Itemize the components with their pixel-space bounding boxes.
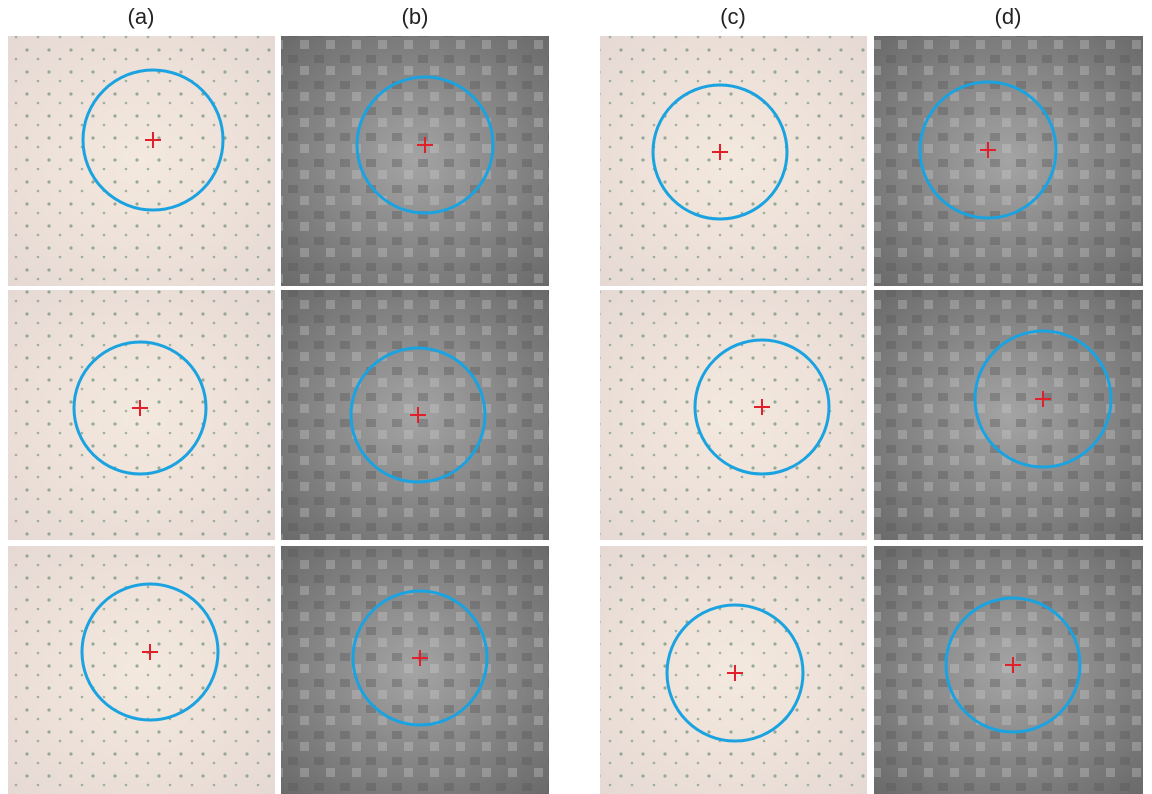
panels	[8, 36, 1143, 794]
panel-texture	[874, 546, 1143, 794]
panel-texture	[874, 290, 1143, 540]
panel-label: (b)	[402, 4, 429, 29]
panel-texture	[874, 36, 1143, 286]
panel-texture	[600, 546, 867, 794]
panel-label: (a)	[128, 4, 155, 29]
panel-texture	[600, 36, 867, 286]
panel-label: (d)	[995, 4, 1022, 29]
panel-texture	[281, 546, 549, 794]
panel-label: (c)	[720, 4, 746, 29]
panel-texture	[281, 36, 549, 286]
panel-texture	[8, 36, 275, 286]
figure: (a) (b) (c) (d)	[0, 0, 1152, 794]
panel-texture	[600, 290, 867, 540]
panel-texture	[8, 290, 275, 540]
